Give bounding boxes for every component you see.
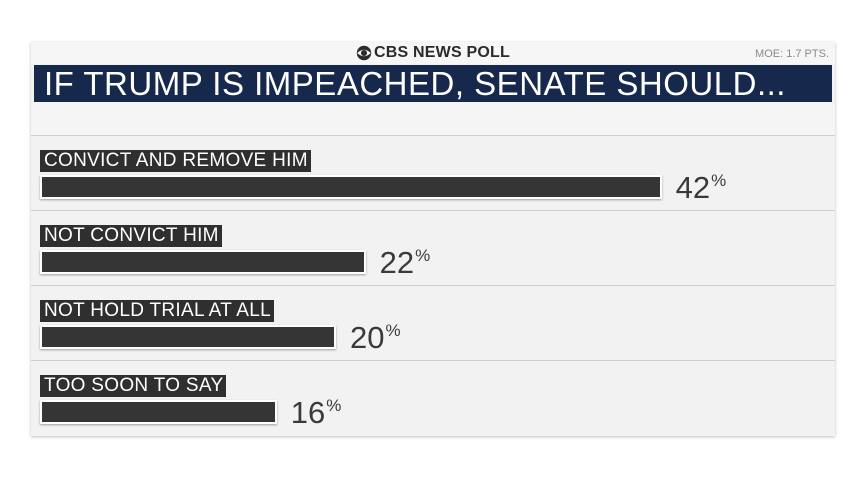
value-number: 16 (290, 395, 326, 430)
bar (40, 400, 277, 424)
category-label: TOO SOON TO SAY (40, 375, 227, 397)
brand-text: CBS NEWS POLL (374, 44, 510, 61)
moe-label: MOE: 1.7 PTS. (755, 48, 829, 60)
bar (40, 175, 662, 199)
brand: CBS NEWS POLL (31, 43, 835, 63)
percent-sign: % (415, 246, 431, 265)
bar-row: NOT HOLD TRIAL AT ALL 20% (31, 286, 835, 361)
bar (40, 250, 366, 274)
value-label: 16% (291, 396, 342, 430)
poll-card: CBS NEWS POLL MOE: 1.7 PTS. IF TRUMP IS … (31, 42, 835, 436)
chart-title: IF TRUMP IS IMPEACHED, SENATE SHOULD... (34, 65, 832, 102)
category-label: NOT CONVICT HIM (40, 225, 222, 247)
value-label: 42% (676, 171, 727, 205)
category-label: CONVICT AND REMOVE HIM (40, 150, 311, 172)
percent-sign: % (326, 396, 342, 415)
value-number: 20 (350, 320, 385, 355)
bar-row: CONVICT AND REMOVE HIM 42% (31, 136, 835, 211)
poll-header: CBS NEWS POLL MOE: 1.7 PTS. (31, 42, 835, 64)
value-label: 22% (380, 246, 431, 280)
value-number: 42 (675, 170, 711, 205)
bar-row: NOT CONVICT HIM 22% (31, 211, 835, 286)
value-number: 22 (379, 245, 415, 280)
cbs-eye-icon (356, 45, 372, 61)
percent-sign: % (385, 321, 401, 340)
bar-row: TOO SOON TO SAY 16% (31, 361, 835, 436)
percent-sign: % (711, 171, 727, 190)
value-label: 20% (350, 321, 401, 355)
bar (40, 325, 336, 349)
category-label: NOT HOLD TRIAL AT ALL (40, 300, 274, 322)
spacer-row (31, 102, 835, 136)
